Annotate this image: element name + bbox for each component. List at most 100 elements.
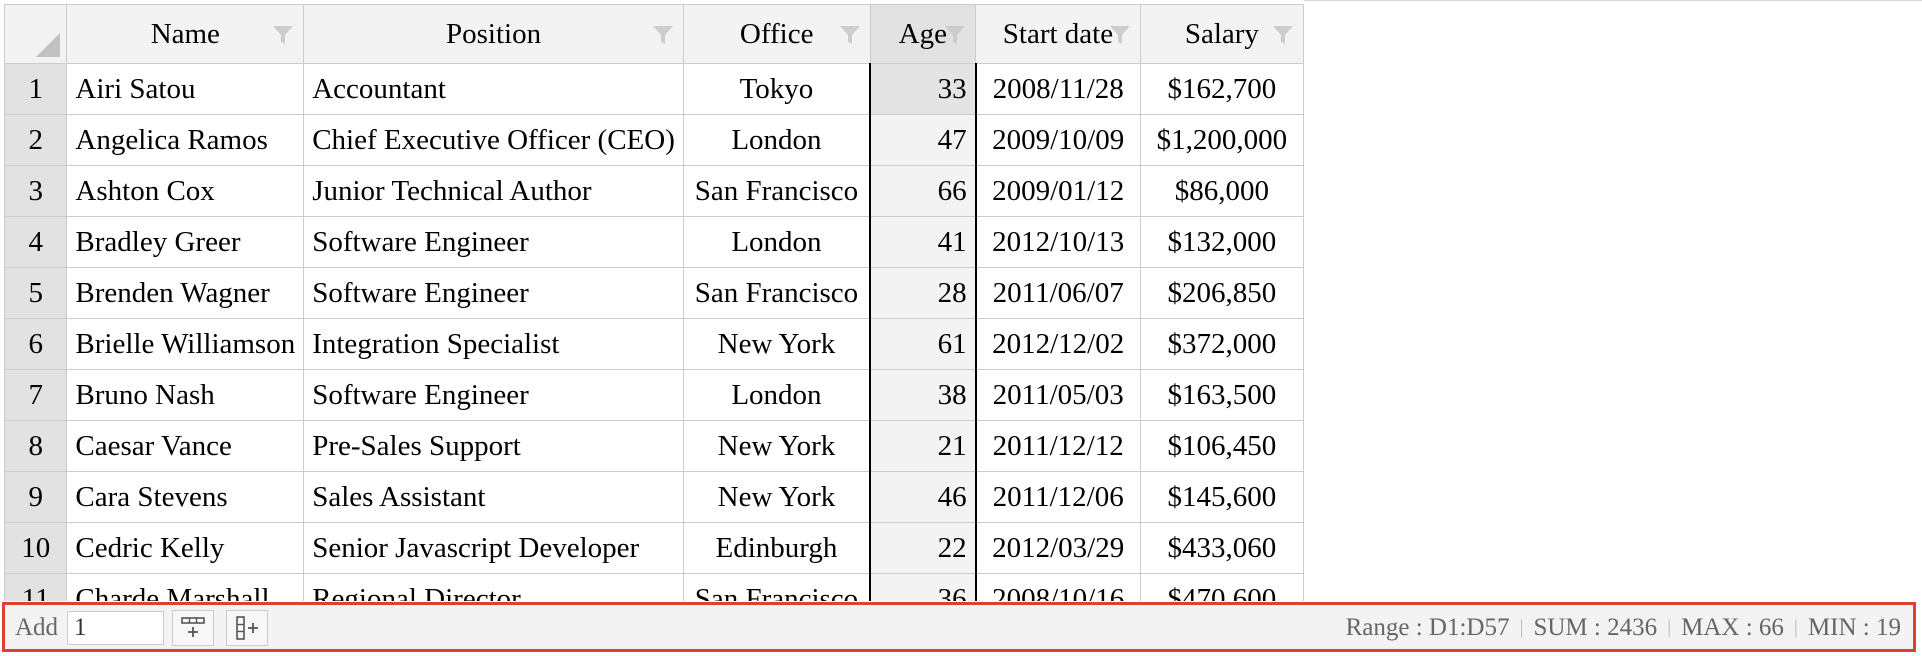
cell-salary[interactable]: $86,000 (1139, 165, 1304, 217)
cell-name[interactable]: Angelica Ramos (66, 114, 305, 166)
cell-salary[interactable]: $206,850 (1139, 267, 1304, 319)
cell-start-date[interactable]: 2009/10/09 (975, 114, 1141, 166)
column-header-age[interactable]: Age (869, 4, 977, 64)
add-label: Add (15, 614, 59, 641)
cell-name[interactable]: Brielle Williamson (66, 318, 305, 370)
cell-office[interactable]: New York (682, 471, 871, 523)
cell-start-date[interactable]: 2008/10/16 (975, 573, 1141, 601)
cell-position[interactable]: Software Engineer (303, 267, 684, 319)
cell-salary[interactable]: $470,600 (1139, 573, 1304, 601)
cell-salary[interactable]: $162,700 (1139, 63, 1304, 115)
cell-name[interactable]: Brenden Wagner (66, 267, 305, 319)
row-header[interactable]: 8 (4, 420, 68, 472)
cell-position[interactable]: Regional Director (303, 573, 684, 601)
row-header[interactable]: 3 (4, 165, 68, 217)
filter-icon[interactable] (1108, 23, 1132, 47)
cell-office[interactable]: Tokyo (682, 63, 871, 115)
cell-salary[interactable]: $372,000 (1139, 318, 1304, 370)
column-header-label: Position (445, 17, 542, 50)
cell-name[interactable]: Charde Marshall (66, 573, 305, 601)
cell-age[interactable]: 28 (869, 267, 977, 319)
column-header-salary[interactable]: Salary (1139, 4, 1304, 64)
cell-position[interactable]: Chief Executive Officer (CEO) (303, 114, 684, 166)
cell-office[interactable]: New York (682, 318, 871, 370)
row-header[interactable]: 6 (4, 318, 68, 370)
row-header[interactable]: 2 (4, 114, 68, 166)
row-header[interactable]: 4 (4, 216, 68, 268)
row-header[interactable]: 10 (4, 522, 68, 574)
cell-office[interactable]: London (682, 216, 871, 268)
cell-office[interactable]: London (682, 114, 871, 166)
table-row: 9 Cara Stevens Sales Assistant New York 46 20… (4, 471, 1304, 523)
cell-name[interactable]: Cara Stevens (66, 471, 305, 523)
cell-start-date[interactable]: 2009/01/12 (975, 165, 1141, 217)
cell-office[interactable]: London (682, 369, 871, 421)
cell-name[interactable]: Cedric Kelly (66, 522, 305, 574)
cell-office[interactable]: San Francisco (682, 165, 871, 217)
cell-salary[interactable]: $145,600 (1139, 471, 1304, 523)
column-header-position[interactable]: Position (303, 4, 684, 64)
cell-start-date[interactable]: 2012/10/13 (975, 216, 1141, 268)
cell-age[interactable]: 21 (869, 420, 977, 472)
cell-age[interactable]: 38 (869, 369, 977, 421)
grid-body: 1 Airi Satou Accountant Tokyo 33 2008/11/28 $1… (4, 63, 1304, 601)
cell-salary[interactable]: $132,000 (1139, 216, 1304, 268)
cell-age[interactable]: 41 (869, 216, 977, 268)
header-row: Name Position Office Age (4, 4, 1304, 64)
filter-icon[interactable] (838, 23, 862, 47)
cell-start-date[interactable]: 2011/05/03 (975, 369, 1141, 421)
table-row: 7 Bruno Nash Software Engineer London 38 2011… (4, 369, 1304, 421)
cell-age[interactable]: 22 (869, 522, 977, 574)
add-column-button[interactable] (226, 610, 268, 646)
row-header[interactable]: 9 (4, 471, 68, 523)
cell-name[interactable]: Airi Satou (66, 63, 305, 115)
cell-position[interactable]: Software Engineer (303, 216, 684, 268)
add-count-input[interactable] (67, 611, 164, 645)
cell-age[interactable]: 47 (869, 114, 977, 166)
cell-salary[interactable]: $106,450 (1139, 420, 1304, 472)
cell-position[interactable]: Pre-Sales Support (303, 420, 684, 472)
cell-position[interactable]: Software Engineer (303, 369, 684, 421)
cell-start-date[interactable]: 2012/12/02 (975, 318, 1141, 370)
cell-name[interactable]: Bradley Greer (66, 216, 305, 268)
filter-icon[interactable] (651, 23, 675, 47)
cell-age[interactable]: 66 (869, 165, 977, 217)
cell-office[interactable]: San Francisco (682, 573, 871, 601)
cell-start-date[interactable]: 2011/12/12 (975, 420, 1141, 472)
cell-name[interactable]: Ashton Cox (66, 165, 305, 217)
cell-position[interactable]: Sales Assistant (303, 471, 684, 523)
row-header[interactable]: 1 (4, 63, 68, 115)
select-all-corner[interactable] (4, 4, 68, 64)
cell-name[interactable]: Caesar Vance (66, 420, 305, 472)
cell-salary[interactable]: $163,500 (1139, 369, 1304, 421)
cell-office[interactable]: New York (682, 420, 871, 472)
row-header[interactable]: 11 (4, 573, 68, 601)
cell-start-date[interactable]: 2012/03/29 (975, 522, 1141, 574)
cell-age[interactable]: 33 (869, 63, 977, 115)
column-header-name[interactable]: Name (66, 4, 305, 64)
cell-salary[interactable]: $433,060 (1139, 522, 1304, 574)
filter-icon[interactable] (943, 23, 967, 47)
filter-icon[interactable] (271, 23, 295, 47)
cell-position[interactable]: Senior Javascript Developer (303, 522, 684, 574)
column-header-start-date[interactable]: Start date (975, 4, 1141, 64)
cell-age[interactable]: 61 (869, 318, 977, 370)
row-header[interactable]: 5 (4, 267, 68, 319)
add-row-button[interactable] (172, 610, 214, 646)
row-header[interactable]: 7 (4, 369, 68, 421)
cell-start-date[interactable]: 2011/12/06 (975, 471, 1141, 523)
cell-age[interactable]: 46 (869, 471, 977, 523)
filter-icon[interactable] (1271, 23, 1295, 47)
cell-position[interactable]: Junior Technical Author (303, 165, 684, 217)
cell-age[interactable]: 36 (869, 573, 977, 601)
cell-start-date[interactable]: 2011/06/07 (975, 267, 1141, 319)
data-grid: Name Position Office Age (4, 4, 1304, 601)
cell-salary[interactable]: $1,200,000 (1139, 114, 1304, 166)
cell-start-date[interactable]: 2008/11/28 (975, 63, 1141, 115)
cell-office[interactable]: Edinburgh (682, 522, 871, 574)
cell-position[interactable]: Accountant (303, 63, 684, 115)
column-header-office[interactable]: Office (682, 4, 871, 64)
cell-office[interactable]: San Francisco (682, 267, 871, 319)
cell-position[interactable]: Integration Specialist (303, 318, 684, 370)
cell-name[interactable]: Bruno Nash (66, 369, 305, 421)
